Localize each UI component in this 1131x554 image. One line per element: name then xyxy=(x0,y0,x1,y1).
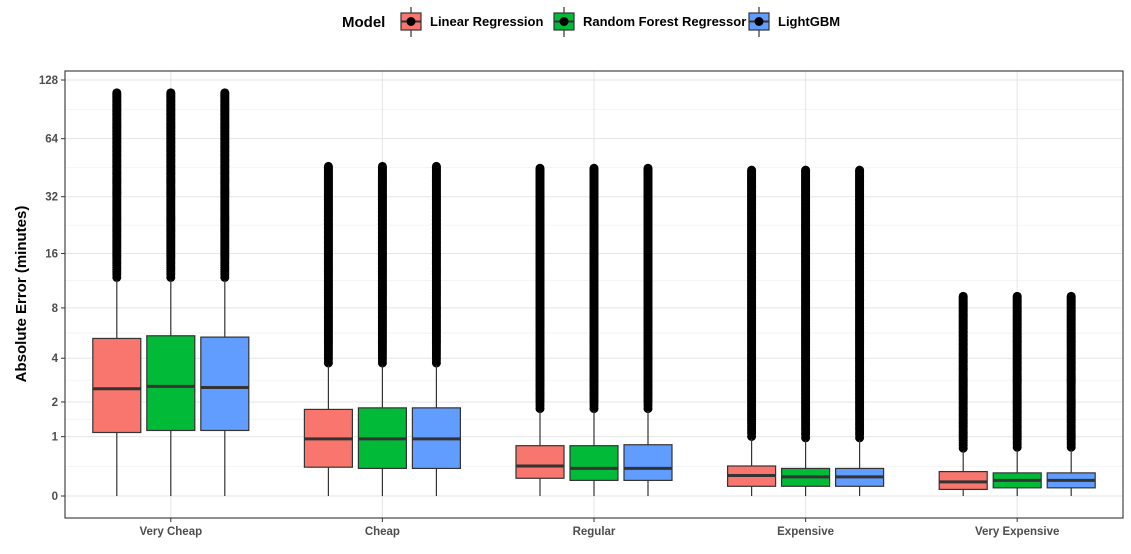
y-tick-label: 128 xyxy=(39,75,59,87)
box-iqr xyxy=(146,335,196,432)
outlier-point xyxy=(166,88,176,98)
box-random-forest-regressor xyxy=(569,163,619,496)
outlier-point xyxy=(323,161,333,171)
outlier-point xyxy=(643,163,653,173)
y-tick-label: 1 xyxy=(52,432,59,444)
outlier-point xyxy=(112,88,122,98)
outlier-point xyxy=(1066,291,1076,301)
legend: Model Linear Regression Random Forest Reg… xyxy=(342,7,840,37)
box-lightgbm xyxy=(200,88,250,496)
y-tick-label: 8 xyxy=(52,303,59,315)
y-tick-label: 2 xyxy=(52,397,58,409)
box-random-forest-regressor xyxy=(357,161,407,496)
box-lightgbm xyxy=(623,163,673,496)
box-linear-regression xyxy=(726,165,777,496)
box-iqr xyxy=(623,444,673,481)
y-tick-label: 16 xyxy=(45,248,58,260)
outlier-point xyxy=(220,88,230,98)
outlier-point xyxy=(431,161,441,171)
outlier-point xyxy=(801,165,811,175)
legend-item-linear-regression: Linear Regression xyxy=(400,7,543,37)
legend-key-point xyxy=(406,17,416,26)
box-random-forest-regressor xyxy=(146,88,196,496)
y-axis-title: Absolute Error (minutes) xyxy=(13,206,30,383)
legend-item-random-forest-regressor: Random Forest Regressor xyxy=(553,7,746,37)
box-lightgbm xyxy=(411,161,461,496)
x-tick-label: Very Cheap xyxy=(139,526,202,538)
outlier-point xyxy=(535,163,545,173)
legend-title: Model xyxy=(342,14,385,31)
box-random-forest-regressor xyxy=(780,165,831,496)
x-tick-label: Very Expensive xyxy=(975,526,1059,538)
box-iqr xyxy=(92,337,142,434)
legend-label: LightGBM xyxy=(778,14,840,29)
outlier-point xyxy=(747,165,757,175)
box-linear-regression xyxy=(515,163,565,496)
y-tick-label: 32 xyxy=(45,192,58,204)
box-linear-regression xyxy=(92,88,142,496)
box-iqr xyxy=(200,336,250,432)
y-tick-label: 4 xyxy=(52,353,59,365)
box-lightgbm xyxy=(1046,291,1096,496)
x-tick-label: Regular xyxy=(573,526,616,538)
boxes xyxy=(92,88,1096,496)
outlier-point xyxy=(377,161,387,171)
box-linear-regression xyxy=(303,161,353,496)
outlier-point xyxy=(1012,291,1022,301)
legend-label: Linear Regression xyxy=(430,14,543,29)
x-tick-label: Expensive xyxy=(777,526,834,538)
legend-item-lightgbm: LightGBM xyxy=(748,7,840,37)
legend-key-point xyxy=(754,17,764,26)
box-lightgbm xyxy=(834,165,885,496)
legend-label: Random Forest Regressor xyxy=(583,14,746,29)
y-tick-label: 64 xyxy=(45,134,58,146)
legend-key-point xyxy=(559,17,569,26)
box-iqr xyxy=(515,445,565,479)
outlier-point xyxy=(855,165,865,175)
outlier-point xyxy=(958,291,968,301)
y-axis: 0 1 2 4 8 16 32 64 128 xyxy=(39,75,65,503)
box-iqr xyxy=(569,445,619,481)
box-random-forest-regressor xyxy=(992,291,1042,496)
outlier-point xyxy=(589,163,599,173)
y-tick-label: 0 xyxy=(52,491,58,503)
box-linear-regression xyxy=(938,291,988,496)
x-axis: Very Cheap Cheap Regular Expensive Very Expe… xyxy=(139,518,1059,538)
x-tick-label: Cheap xyxy=(365,526,400,538)
